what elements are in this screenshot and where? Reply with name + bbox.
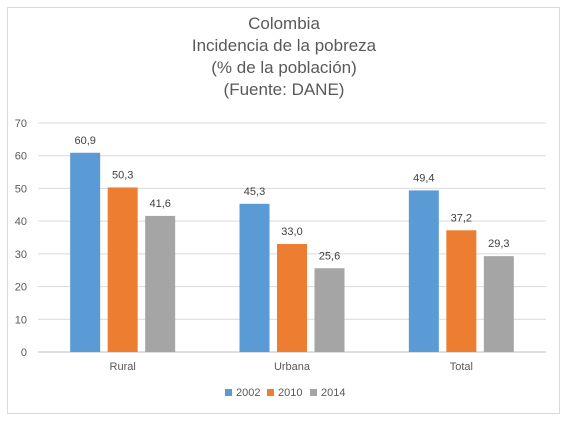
y-tick-label: 70 [15, 118, 27, 130]
bar-urbana-2014 [314, 268, 345, 352]
y-axis-ticks: 0 10 20 30 40 50 60 70 [15, 118, 27, 359]
data-labels: 60,9 50,3 41,6 45,3 33,0 25,6 49,4 37,2 29,3 [74, 135, 509, 262]
legend-swatch-2010 [267, 389, 274, 396]
data-label-rural-2002: 60,9 [74, 135, 95, 147]
y-tick-label: 50 [15, 183, 27, 195]
data-label-urbana-2014: 25,6 [319, 250, 340, 262]
y-tick-label: 20 [15, 282, 27, 294]
legend-label-2010: 2010 [278, 387, 302, 399]
y-tick-label: 30 [15, 249, 27, 261]
data-label-rural-2014: 41,6 [149, 198, 170, 210]
data-label-total-2010: 37,2 [451, 212, 472, 224]
y-tick-label: 40 [15, 216, 27, 228]
data-label-urbana-2002: 45,3 [244, 186, 265, 198]
bar-rural-2002 [70, 152, 101, 352]
data-label-urbana-2010: 33,0 [281, 226, 302, 238]
data-label-total-2014: 29,3 [488, 238, 509, 250]
y-tick-label: 0 [21, 347, 27, 359]
chart-title-line-4: (Fuente: DANE) [223, 80, 345, 99]
category-label-urbana: Urbana [274, 361, 311, 373]
y-tick-label: 10 [15, 314, 27, 326]
legend-label-2014: 2014 [321, 387, 345, 399]
category-labels: Rural Urbana Total [110, 361, 473, 373]
data-label-total-2002: 49,4 [413, 172, 434, 184]
bar-total-2002 [408, 190, 439, 352]
bars [70, 152, 514, 352]
chart-title-line-2: Incidencia de la pobreza [191, 36, 377, 55]
bar-urbana-2010 [277, 244, 307, 352]
chart-title-line-3: (% de la población) [211, 58, 357, 77]
legend-label-2002: 2002 [236, 387, 260, 399]
chart-title: Colombia Incidencia de la pobreza (% de … [0, 13, 568, 101]
category-label-total: Total [450, 361, 473, 373]
bar-total-2010 [446, 230, 477, 352]
bar-urbana-2002 [239, 203, 270, 352]
category-label-rural: Rural [110, 361, 136, 373]
bar-rural-2010 [107, 187, 138, 352]
y-tick-label: 60 [15, 151, 27, 163]
chart-title-line-1: Colombia [248, 14, 320, 33]
legend-swatch-2014 [310, 389, 317, 396]
legend-swatch-2002 [225, 389, 232, 396]
bar-rural-2014 [145, 215, 176, 352]
bar-total-2014 [483, 256, 514, 352]
legend: 2002 2010 2014 [225, 387, 345, 399]
data-label-rural-2010: 50,3 [112, 169, 133, 181]
